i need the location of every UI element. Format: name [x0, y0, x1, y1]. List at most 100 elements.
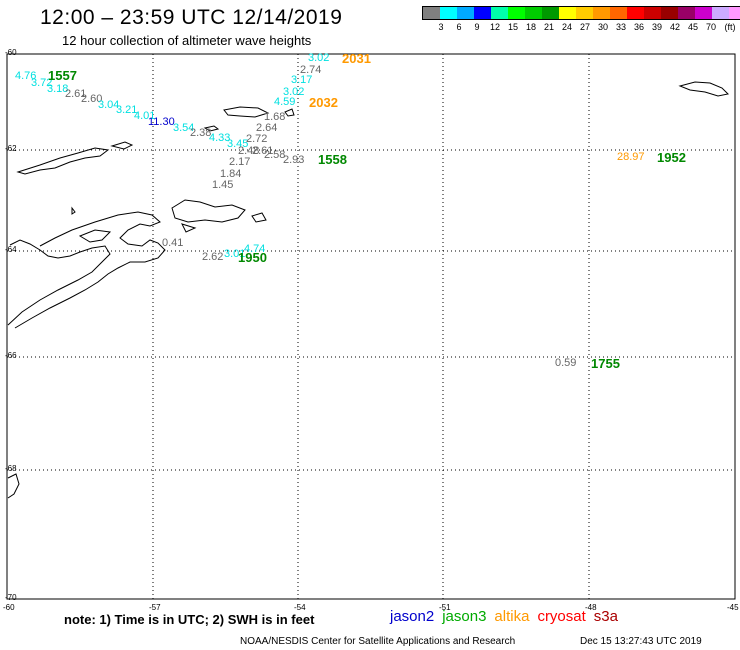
- wave-height-value: 4.59: [274, 96, 296, 108]
- legend-swatch: [423, 7, 440, 19]
- page-subtitle: 12 hour collection of altimeter wave hei…: [62, 33, 312, 48]
- wave-height-value: 4.33: [209, 132, 231, 144]
- wave-height-value: 28.97: [617, 151, 645, 163]
- satellite-name: cryosat: [537, 608, 586, 625]
- wave-height-value: 2.72: [246, 133, 268, 145]
- legend-swatch: [457, 7, 474, 19]
- wave-height-value: 2.61: [252, 145, 274, 157]
- legend-swatch: [610, 7, 627, 19]
- satellite-name: jason2: [390, 608, 435, 625]
- pass-time-label: 1952: [657, 150, 686, 165]
- wave-height-value: 0.59: [555, 357, 577, 369]
- wave-height-value: 3.04: [98, 99, 120, 111]
- longitude-label: -51: [439, 603, 451, 612]
- legend-swatch: [627, 7, 644, 19]
- legend-label: 33: [615, 22, 627, 32]
- longitude-label: -48: [585, 603, 597, 612]
- wave-height-value: 3.01: [224, 248, 246, 260]
- legend-label: 6: [456, 22, 462, 32]
- legend-swatch: [440, 7, 457, 19]
- satellite-name: s3a: [593, 608, 618, 625]
- coastlines: [7, 81, 730, 499]
- wave-height-value: 4.74: [244, 243, 266, 255]
- legend-swatch: [729, 7, 740, 19]
- wave-height-value: 0.41: [162, 237, 184, 249]
- wave-height-value: 2.58: [264, 149, 286, 161]
- wave-height-value: 2.64: [256, 122, 278, 134]
- latitude-label: -70: [5, 593, 17, 602]
- wave-height-value: 3.21: [116, 104, 138, 116]
- satellite-name: jason3: [442, 608, 487, 625]
- legend-unit: (ft): [724, 22, 736, 32]
- wave-height-value: 2.60: [81, 93, 103, 105]
- legend-label: 21: [543, 22, 555, 32]
- generation-timestamp: Dec 15 13:27:43 UTC 2019: [580, 636, 702, 647]
- wave-height-value: 1.84: [220, 168, 242, 180]
- legend-label: 36: [633, 22, 645, 32]
- legend-swatch: [712, 7, 729, 19]
- page-title: 12:00 – 23:59 UTC 12/14/2019: [40, 6, 343, 29]
- legend-swatch: [525, 7, 542, 19]
- wave-height-value: 3.18: [47, 83, 69, 95]
- latitude-label: -64: [5, 245, 17, 254]
- legend-label: 15: [507, 22, 519, 32]
- legend-swatch: [508, 7, 525, 19]
- wave-height-value: 2.61: [65, 88, 87, 100]
- legend-labels: 3 6 9 12 15 18 21 24 27 30 33 36 39 42 45 70 (ft): [422, 20, 740, 34]
- legend-label: 27: [579, 22, 591, 32]
- footer-note: note: 1) Time is in UTC; 2) SWH is in fe…: [64, 612, 315, 627]
- legend-label: 70: [705, 22, 717, 32]
- color-legend: 3 6 9 12 15 18 21 24 27 30 33 36 39 42 45 70 (ft): [422, 6, 740, 34]
- wave-height-value: 1.45: [212, 179, 234, 191]
- legend-swatch: [491, 7, 508, 19]
- legend-swatch: [593, 7, 610, 19]
- pass-time-label: 1557: [48, 68, 77, 83]
- wave-height-value: 3.02: [308, 52, 330, 64]
- legend-swatch: [542, 7, 559, 19]
- satellite-legend: jason2 jason3 altika cryosat s3a: [390, 608, 626, 625]
- latitude-label: -66: [5, 351, 17, 360]
- wave-height-value: 2.38: [190, 127, 212, 139]
- legend-label: 12: [489, 22, 501, 32]
- latitude-label: -68: [5, 464, 17, 473]
- legend-swatch: [474, 7, 491, 19]
- pass-time-label: 1558: [318, 152, 347, 167]
- wave-height-value: 3.45: [227, 138, 249, 150]
- legend-swatch: [576, 7, 593, 19]
- longitude-label: -57: [149, 603, 161, 612]
- legend-label: 24: [561, 22, 573, 32]
- wave-height-value: 4.01: [134, 110, 156, 122]
- legend-label: 39: [651, 22, 663, 32]
- wave-height-value: 3.02: [283, 86, 305, 98]
- longitude-label: -45: [727, 603, 739, 612]
- legend-swatch: [678, 7, 695, 19]
- wave-height-value: 11.30: [148, 116, 175, 128]
- wave-height-value: 2.17: [229, 156, 251, 168]
- latitude-label: -62: [5, 144, 17, 153]
- wave-height-value: 2.62: [202, 251, 224, 263]
- map-frame: [6, 53, 736, 600]
- legend-label: 42: [669, 22, 681, 32]
- wave-height-value: 2.48: [238, 145, 260, 157]
- wave-height-value: 3.54: [173, 122, 195, 134]
- legend-swatch: [559, 7, 576, 19]
- pass-time-label: 1755: [591, 356, 620, 371]
- legend-label: 30: [597, 22, 609, 32]
- longitude-label: -54: [294, 603, 306, 612]
- wave-height-value: 3.17: [291, 74, 313, 86]
- legend-label: 3: [438, 22, 444, 32]
- legend-swatch: [695, 7, 712, 19]
- grid-lines: [7, 54, 735, 599]
- legend-color-bar: [422, 6, 740, 20]
- satellite-name: altika: [494, 608, 530, 625]
- longitude-label: -60: [3, 603, 15, 612]
- wave-height-value: 1.68: [264, 111, 286, 123]
- pass-time-label: 1950: [238, 250, 267, 265]
- legend-label: 18: [525, 22, 537, 32]
- pass-time-label: 2031: [342, 51, 371, 66]
- wave-height-value: 3.72: [31, 77, 53, 89]
- credit-text: NOAA/NESDIS Center for Satellite Applica…: [240, 636, 516, 647]
- legend-swatch: [644, 7, 661, 19]
- latitude-label: -60: [5, 48, 17, 57]
